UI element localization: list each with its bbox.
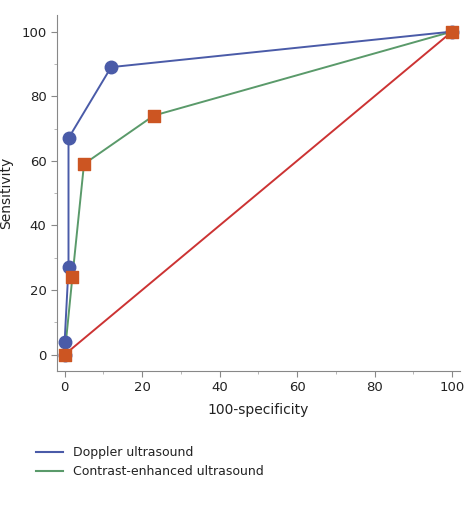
Point xyxy=(69,273,76,281)
Doppler ultrasound xyxy=(66,135,72,141)
Contrast-enhanced ultrasound xyxy=(449,28,455,35)
Doppler ultrasound xyxy=(108,64,114,70)
X-axis label: 100-specificity: 100-specificity xyxy=(208,403,309,417)
Line: Doppler ultrasound: Doppler ultrasound xyxy=(58,25,458,361)
Line: Contrast-enhanced ultrasound: Contrast-enhanced ultrasound xyxy=(64,31,452,355)
Doppler ultrasound xyxy=(62,339,67,345)
Point xyxy=(448,27,456,36)
Contrast-enhanced ultrasound xyxy=(70,274,75,280)
Doppler ultrasound xyxy=(62,352,67,358)
Contrast-enhanced ultrasound xyxy=(62,352,67,358)
Contrast-enhanced ultrasound xyxy=(151,112,156,118)
Contrast-enhanced ultrasound xyxy=(81,161,87,167)
Y-axis label: Sensitivity: Sensitivity xyxy=(0,157,13,229)
Doppler ultrasound xyxy=(449,28,455,35)
Point xyxy=(80,160,88,168)
Legend: Doppler ultrasound, Contrast-enhanced ultrasound: Doppler ultrasound, Contrast-enhanced ul… xyxy=(31,441,269,483)
Point xyxy=(150,111,157,119)
Point xyxy=(61,351,68,359)
Doppler ultrasound xyxy=(66,264,72,270)
